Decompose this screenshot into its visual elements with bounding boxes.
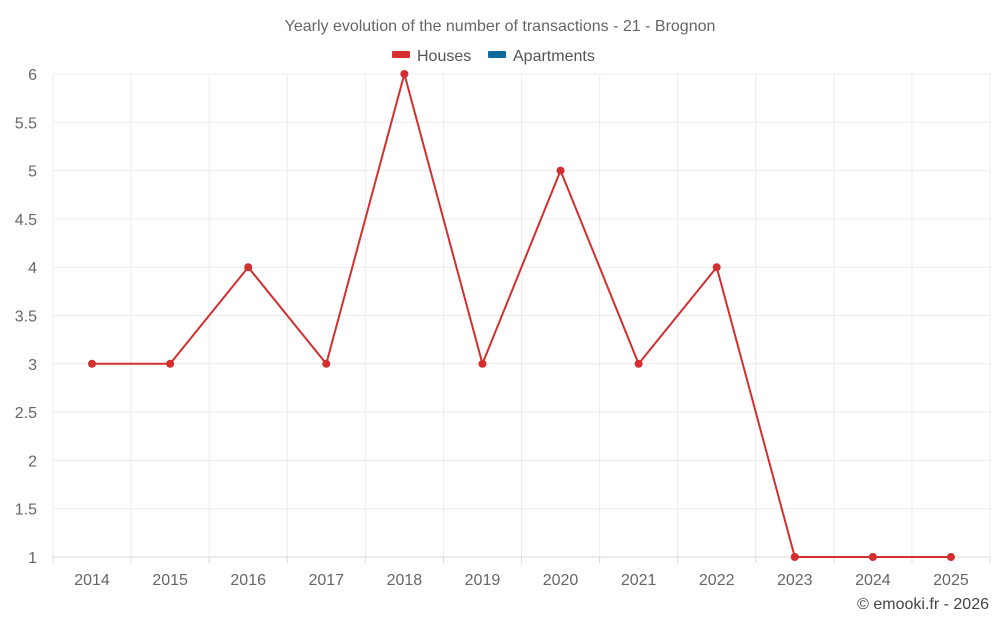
data-point-houses-2025[interactable]: [946, 553, 955, 561]
y-tick-label: 2: [28, 453, 37, 470]
x-tick-label: 2018: [387, 572, 423, 589]
legend-label-houses: Houses: [417, 48, 471, 65]
y-tick-label: 1: [28, 550, 37, 567]
x-tick-label: 2017: [308, 572, 344, 589]
x-tick-label: 2015: [152, 572, 188, 589]
series-line-houses: [92, 73, 951, 558]
y-tick-label: 4: [28, 260, 37, 277]
y-tick-label: 3: [28, 357, 37, 374]
data-point-houses-2023[interactable]: [790, 553, 799, 561]
y-tick-label: 5.5: [15, 115, 37, 132]
x-tick-label: 2016: [230, 572, 266, 589]
legend-swatch-apartments: [488, 51, 506, 58]
x-tick-label: 2020: [543, 572, 579, 589]
chart-legend: Houses Apartments: [392, 48, 595, 65]
legend-swatch-houses: [392, 51, 410, 58]
y-tick-label: 5: [28, 164, 37, 181]
x-tick-label: 2021: [621, 572, 657, 589]
legend-item-apartments[interactable]: Apartments: [488, 48, 595, 65]
x-tick-label: 2022: [699, 572, 735, 589]
x-tick-label: 2025: [933, 572, 969, 589]
chart-grid: [52, 73, 991, 557]
data-point-houses-2014[interactable]: [88, 359, 97, 368]
y-tick-label: 3.5: [15, 309, 37, 326]
data-point-houses-2022[interactable]: [712, 263, 721, 272]
y-tick-label: 4.5: [15, 212, 37, 229]
data-point-houses-2018[interactable]: [400, 70, 409, 78]
data-point-houses-2019[interactable]: [478, 359, 487, 368]
x-tick-label: 2019: [465, 572, 501, 589]
chart-series: [88, 70, 955, 561]
x-axis-ticks: 2014 2015 2016 2017 2018 2019 2020 2021 2022 2023…: [74, 572, 969, 589]
data-point-houses-2021[interactable]: [634, 359, 643, 368]
y-axis-ticks: 1 1.5 2 2.5 3 3.5 4 4.5 5 5.5 6: [15, 67, 37, 567]
y-tick-label: 2.5: [15, 405, 37, 422]
credit-text: © emooki.fr - 2026: [857, 596, 989, 613]
data-point-houses-2024[interactable]: [868, 553, 877, 561]
y-tick-label: 6: [28, 67, 37, 84]
data-point-houses-2020[interactable]: [556, 166, 565, 175]
data-point-houses-2016[interactable]: [244, 263, 253, 272]
data-point-houses-2017[interactable]: [322, 359, 331, 368]
data-point-houses-2015[interactable]: [166, 359, 175, 368]
y-tick-label: 1.5: [15, 502, 37, 519]
legend-label-apartments: Apartments: [513, 48, 595, 65]
x-tick-label: 2023: [777, 572, 813, 589]
x-tick-label: 2014: [74, 572, 110, 589]
x-tick-label: 2024: [855, 572, 891, 589]
legend-item-houses[interactable]: Houses: [392, 48, 471, 65]
chart-title: Yearly evolution of the number of transa…: [285, 18, 716, 35]
